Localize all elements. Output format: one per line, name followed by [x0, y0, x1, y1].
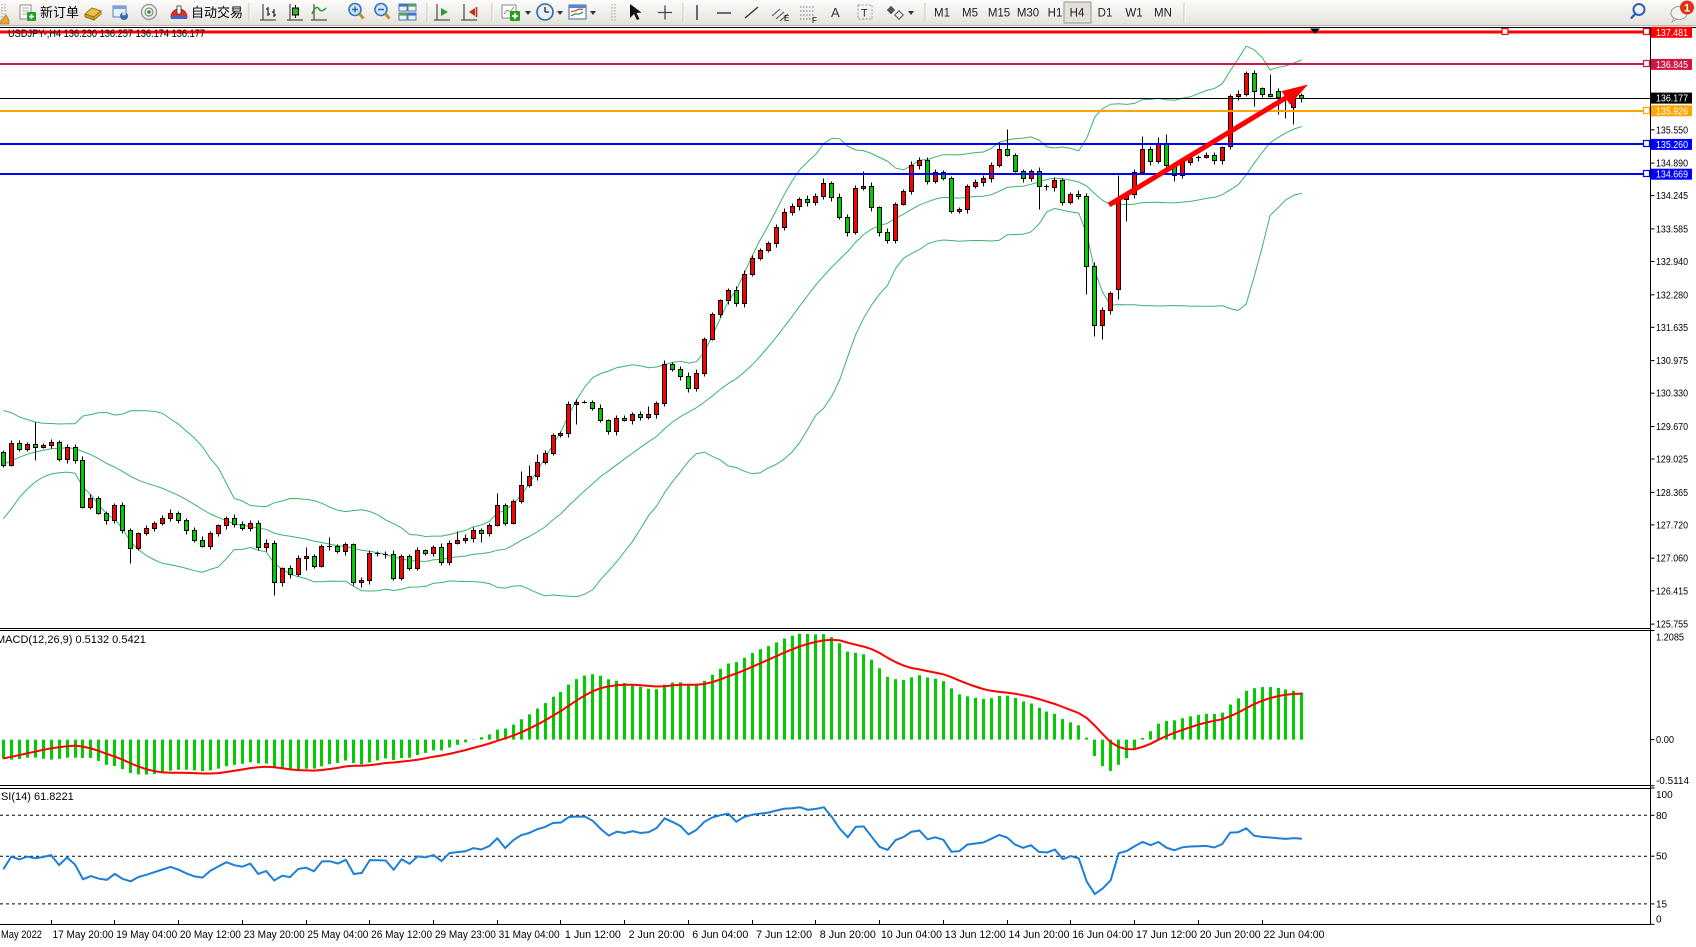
svg-text:13 Jun 12:00: 13 Jun 12:00 [945, 929, 1006, 941]
svg-text:134.890: 134.890 [1656, 159, 1688, 170]
svg-text:22 Jun 04:00: 22 Jun 04:00 [1264, 929, 1325, 941]
svg-text:W1: W1 [1125, 8, 1142, 20]
svg-text:M5: M5 [962, 8, 978, 20]
svg-text:131.635: 131.635 [1656, 323, 1688, 334]
svg-text:134.245: 134.245 [1656, 191, 1688, 202]
svg-text:6 Jun 04:00: 6 Jun 04:00 [692, 929, 748, 941]
svg-text:128.365: 128.365 [1656, 488, 1688, 499]
svg-text:10 Jun 04:00: 10 Jun 04:00 [881, 929, 942, 941]
svg-text:新订单: 新订单 [40, 5, 79, 20]
svg-text:20 Jun 20:00: 20 Jun 20:00 [1200, 929, 1261, 941]
svg-text:14 Jun 20:00: 14 Jun 20:00 [1009, 929, 1070, 941]
svg-text:H4: H4 [1070, 8, 1085, 20]
svg-text:M30: M30 [1017, 8, 1039, 20]
svg-text:M1: M1 [934, 8, 950, 20]
svg-text:1.2085: 1.2085 [1656, 633, 1684, 644]
svg-text:2 Jun 20:00: 2 Jun 20:00 [629, 929, 685, 941]
svg-text:133.585: 133.585 [1656, 224, 1688, 235]
svg-text:7 Jun 12:00: 7 Jun 12:00 [756, 929, 812, 941]
svg-text:129.670: 129.670 [1656, 422, 1688, 433]
svg-text:May 2022: May 2022 [1, 929, 42, 941]
svg-text:H1: H1 [1048, 8, 1063, 20]
svg-text:16 Jun 04:00: 16 Jun 04:00 [1072, 929, 1133, 941]
svg-text:1 Jun 12:00: 1 Jun 12:00 [565, 929, 621, 941]
svg-text:RSI(14) 61.8221: RSI(14) 61.8221 [0, 791, 74, 803]
svg-text:T: T [861, 8, 868, 20]
svg-text:E: E [784, 14, 789, 23]
svg-text:自动交易: 自动交易 [191, 5, 243, 20]
svg-text:125.755: 125.755 [1656, 620, 1688, 631]
svg-text:25 May 04:00: 25 May 04:00 [307, 929, 368, 941]
svg-text:A: A [831, 5, 840, 20]
svg-text:135.260: 135.260 [1656, 140, 1688, 151]
svg-text:17 May 20:00: 17 May 20:00 [53, 929, 114, 941]
svg-text:129.025: 129.025 [1656, 455, 1688, 466]
svg-text:132.280: 132.280 [1656, 290, 1688, 301]
svg-text:135.926: 135.926 [1656, 106, 1688, 117]
svg-text:D1: D1 [1098, 8, 1113, 20]
svg-text:USDJPY-,H4 136.230 136.257 13: USDJPY-,H4 136.230 136.257 136.174 136.1… [8, 28, 205, 40]
svg-text:80: 80 [1656, 811, 1668, 822]
svg-text:136.177: 136.177 [1656, 94, 1688, 105]
svg-text:135.550: 135.550 [1656, 125, 1688, 136]
svg-text:100: 100 [1656, 790, 1673, 801]
svg-text:0.00: 0.00 [1656, 735, 1674, 746]
svg-text:31 May 04:00: 31 May 04:00 [499, 929, 560, 941]
svg-text:127.060: 127.060 [1656, 554, 1688, 565]
svg-text:130.975: 130.975 [1656, 356, 1688, 367]
svg-text:126.415: 126.415 [1656, 586, 1688, 597]
svg-text:15: 15 [1656, 899, 1668, 910]
svg-text:MN: MN [1154, 8, 1172, 20]
svg-text:20 May 12:00: 20 May 12:00 [180, 929, 241, 941]
svg-text:MACD(12,26,9) 0.5132 0.5421: MACD(12,26,9) 0.5132 0.5421 [0, 634, 146, 646]
svg-text:132.940: 132.940 [1656, 257, 1688, 268]
svg-text:137.481: 137.481 [1656, 28, 1688, 39]
svg-text:8 Jun 20:00: 8 Jun 20:00 [820, 929, 876, 941]
svg-text:23 May 20:00: 23 May 20:00 [244, 929, 305, 941]
svg-text:19 May 04:00: 19 May 04:00 [116, 929, 177, 941]
svg-text:134.669: 134.669 [1656, 170, 1688, 181]
svg-text:F: F [812, 16, 817, 25]
svg-text:136.845: 136.845 [1656, 60, 1688, 71]
svg-text:26 May 12:00: 26 May 12:00 [371, 929, 432, 941]
svg-text:17 Jun 12:00: 17 Jun 12:00 [1136, 929, 1197, 941]
svg-text:50: 50 [1656, 852, 1668, 863]
svg-text:1: 1 [1684, 3, 1690, 15]
svg-text:29 May 23:00: 29 May 23:00 [435, 929, 496, 941]
svg-text:-0.5114: -0.5114 [1656, 776, 1689, 787]
svg-text:0: 0 [1656, 914, 1662, 925]
svg-text:130.330: 130.330 [1656, 389, 1688, 400]
svg-text:M15: M15 [988, 8, 1010, 20]
svg-text:127.720: 127.720 [1656, 520, 1688, 531]
